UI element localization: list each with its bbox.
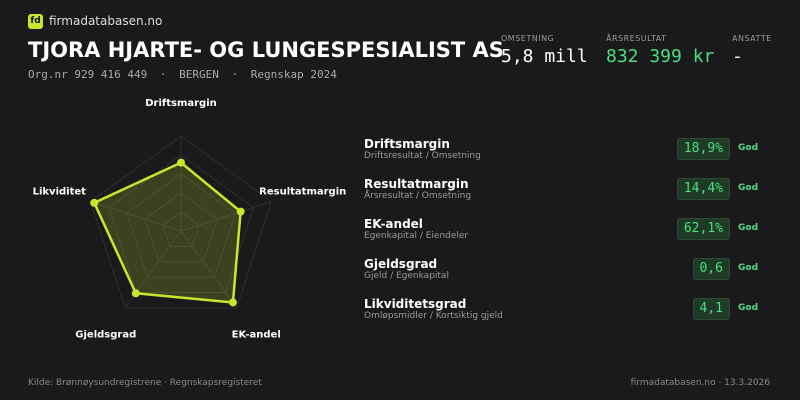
metric-rating: God: [738, 183, 759, 193]
metric-rating: God: [738, 263, 759, 273]
stat-value: -: [732, 46, 743, 67]
metric-rating: God: [738, 223, 759, 233]
metric-value: 0,6: [692, 258, 730, 280]
site: firmadatabasen.no · 13.3.2026: [630, 378, 770, 388]
metric-name: Driftsmargin: [364, 137, 450, 151]
sep: ·: [231, 68, 239, 81]
subline: Org.nr 929 416 449 · BERGEN · Regnskap 2…: [28, 68, 337, 81]
metric-formula: Driftsresultat / Omsetning: [364, 151, 481, 161]
axis-label: Driftsmargin: [145, 98, 217, 109]
metric-name: Gjeldsgrad: [364, 257, 438, 271]
stat-label: ANSATTE: [732, 34, 772, 43]
city: BERGEN: [179, 68, 219, 81]
logo: fd: [28, 14, 43, 29]
metric-value: 18,9%: [676, 138, 730, 160]
metric-rating: God: [738, 143, 759, 153]
source: Kilde: Brønnøysundregistrene · Regnskaps…: [28, 378, 262, 388]
grid-ring: [144, 192, 218, 263]
orgnr: Org.nr 929 416 449: [28, 68, 148, 81]
period: Regnskap 2024: [250, 68, 337, 81]
metric-value: 62,1%: [676, 218, 730, 240]
radar-point: [90, 198, 99, 207]
metric-formula: Egenkapital / Eiendeler: [364, 231, 469, 241]
stat-label: ÅRSRESULTAT: [606, 34, 667, 43]
spoke: [90, 201, 182, 232]
metric-formula: Årsresultat / Omsetning: [364, 191, 472, 201]
axis-label: Gjeldsgrad: [75, 330, 136, 341]
metric-formula: Omløpsmidler / Kortsiktig gjeld: [364, 311, 503, 321]
radar-chart: Driftsmargin Resultatmargin EK-andel Gjelds…: [33, 98, 347, 341]
radar-point: [236, 207, 245, 216]
metric-rating: God: [738, 303, 759, 313]
stat-value: 832 399 kr: [606, 46, 715, 67]
metric-value: 4,1: [692, 298, 730, 320]
metric-name: Resultatmargin: [364, 177, 469, 191]
metric-value: 14,4%: [676, 178, 730, 200]
stat-label: OMSETNING: [501, 34, 555, 43]
metric-formula: Gjeld / Egenkapital: [364, 271, 449, 281]
sep: ·: [159, 68, 167, 81]
axis-label: Resultatmargin: [259, 186, 346, 197]
axis-label: EK-andel: [232, 330, 281, 341]
grid-ring: [162, 211, 200, 247]
spoke: [180, 201, 272, 232]
metric-name: EK-andel: [364, 217, 423, 231]
stat-value: 5,8 mill: [501, 46, 588, 67]
spoke: [180, 230, 238, 309]
grid-ring: [108, 154, 254, 293]
axis-label: Likviditet: [33, 186, 87, 197]
radar-point: [131, 289, 140, 298]
radar-point: [177, 158, 185, 167]
title: TJORA HJARTE- OG LUNGESPESIALIST AS: [28, 38, 504, 62]
grid-ring: [126, 173, 236, 278]
grid-ring: [90, 135, 272, 309]
metric-name: Likviditetsgrad: [364, 297, 467, 311]
radar-area: [93, 161, 242, 304]
brand: firmadatabasen.no: [49, 14, 163, 28]
radar-point: [228, 298, 237, 307]
